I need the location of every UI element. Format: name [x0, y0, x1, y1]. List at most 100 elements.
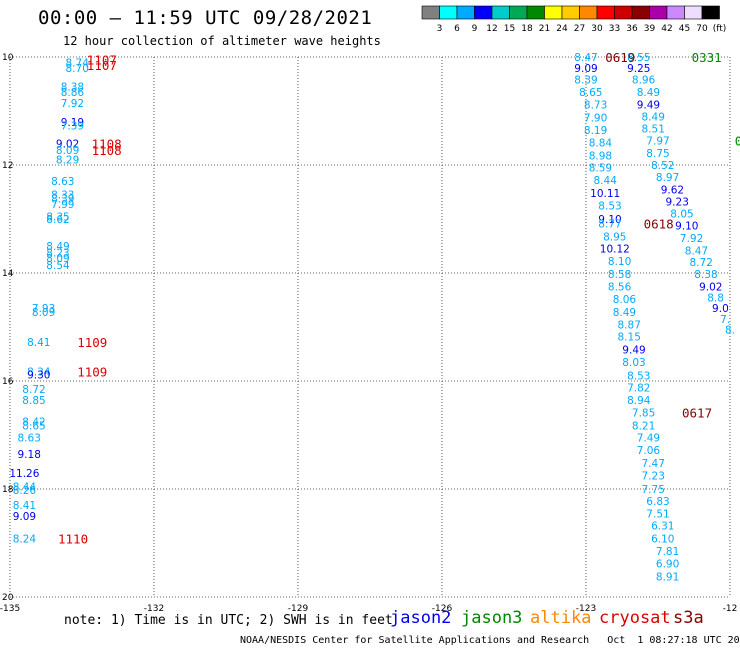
- colorbar-swatch: [491, 5, 510, 20]
- data-point-label: 8.10: [608, 256, 631, 268]
- data-point-label: 8.41: [13, 500, 36, 512]
- legend-jason2: jason2: [390, 608, 452, 628]
- data-point-label: 9.25: [627, 63, 650, 75]
- colorbar-label: 33: [609, 24, 620, 34]
- data-point-label: 9.49: [622, 345, 645, 357]
- x-tick-label: -129: [288, 604, 309, 614]
- colorbar-swatch: [579, 5, 598, 20]
- colorbar-label: 39: [644, 24, 656, 34]
- colorbar-label: (ft): [713, 24, 727, 34]
- data-point-label: 9.02: [56, 138, 79, 150]
- data-point-label: 7.23: [642, 471, 665, 483]
- data-point-label: 6.31: [651, 521, 674, 533]
- colorbar-swatch: [666, 5, 685, 20]
- time-label: 1107: [87, 53, 117, 68]
- y-tick-label: 12: [2, 161, 13, 171]
- data-point-label: 9.19: [61, 117, 84, 129]
- data-point-label: 8.35: [46, 211, 69, 223]
- time-label: 1109: [77, 335, 107, 350]
- x-tick-label: -135: [0, 604, 20, 614]
- data-point-label: 8.38: [694, 269, 717, 281]
- colorbar-swatch: [649, 5, 668, 20]
- data-point-label: 8.09: [46, 253, 69, 265]
- data-point-label: 7.92: [61, 98, 84, 110]
- data-point-label: 9.10: [598, 214, 621, 226]
- data-point-label: 8.54: [46, 260, 70, 272]
- data-point-label: 8.94: [627, 395, 651, 407]
- data-point-label: 8.65: [22, 420, 45, 432]
- colorbar-label: 3: [437, 24, 443, 34]
- data-point-label: 6.90: [656, 559, 679, 571]
- data-point-label: 7.90: [584, 112, 607, 124]
- colorbar-swatch: [421, 5, 440, 20]
- data-point-label: 8.75: [646, 148, 669, 160]
- data-point-label: 7.85: [632, 407, 655, 419]
- colorbar-swatch: [614, 5, 633, 20]
- chart-title: 00:00 – 11:59 UTC 09/28/2021: [38, 7, 373, 29]
- data-point-label: 8.44: [13, 481, 37, 493]
- data-point-label: 9.30: [27, 370, 50, 382]
- colorbar-label: 70: [696, 24, 708, 34]
- data-point-label: 9.10: [675, 220, 698, 232]
- colorbar-label: 15: [504, 24, 515, 34]
- colorbar-swatch: [509, 5, 528, 20]
- data-point-label: 8.49: [613, 307, 636, 319]
- data-point-label: 8.74: [66, 57, 90, 69]
- data-point-label: 8.87: [618, 319, 641, 331]
- data-point-label: 7.51: [646, 508, 669, 520]
- data-point-label: 8.84: [589, 137, 613, 149]
- data-point-label: 8.41: [27, 337, 50, 349]
- y-tick-label: 14: [2, 269, 14, 279]
- data-point-label: 8.21: [632, 420, 655, 432]
- data-point-label: 8.72: [22, 384, 45, 396]
- colorbar-swatch: [439, 5, 458, 20]
- colorbar-label: 18: [521, 24, 533, 34]
- data-point-label: 8.44: [594, 175, 618, 187]
- colorbar-swatch: [684, 5, 703, 20]
- data-point-label: 7.75: [642, 484, 665, 496]
- data-point-label: 8.77: [598, 218, 621, 230]
- data-point-label: 8.09: [56, 145, 79, 157]
- data-point-label: 11.26: [9, 468, 39, 480]
- time-label: 0331: [692, 50, 722, 65]
- data-point-label: 7.97: [646, 136, 669, 148]
- data-point-label: 8.59: [589, 163, 612, 175]
- data-point-label: 8.49: [642, 111, 665, 123]
- data-point-label: 9.0: [712, 303, 729, 315]
- data-point-label: 7.82: [627, 382, 650, 394]
- data-point-label: 8.34: [27, 366, 51, 378]
- data-point-label: 8.26: [13, 485, 37, 497]
- data-point-label: 7.93: [32, 303, 55, 315]
- data-point-label: 8.03: [622, 357, 645, 369]
- data-point-label: 7.47: [642, 458, 665, 470]
- data-point-label: 8.19: [584, 125, 607, 137]
- data-point-label: 8.55: [627, 52, 650, 64]
- x-tick-label: -12: [723, 604, 738, 614]
- data-point-label: 8.63: [51, 176, 74, 188]
- colorbar-label: 27: [574, 24, 585, 34]
- data-point-label: 10.12: [600, 244, 630, 256]
- data-point-label: 8.24: [13, 534, 37, 546]
- data-point-label: 8.62: [46, 214, 69, 226]
- data-point-label: 7.81: [656, 546, 679, 558]
- data-point-label: 7.92: [680, 233, 703, 245]
- data-point-label: 8.33: [51, 190, 74, 202]
- data-point-label: 8.23: [46, 247, 69, 259]
- x-tick-label: -126: [432, 604, 453, 614]
- data-point-label: 7.39: [61, 121, 84, 133]
- legend-altika: altika: [530, 608, 592, 628]
- x-tick-label: -132: [144, 604, 164, 614]
- data-point-label: 7.99: [51, 199, 74, 211]
- time-label: 0617: [682, 405, 712, 420]
- data-point-label: 8.91: [656, 571, 679, 583]
- data-point-label: 8.72: [690, 257, 713, 269]
- data-point-label: 8.49: [637, 87, 660, 99]
- data-point-label: 8.95: [603, 231, 626, 243]
- data-point-label: 8.06: [613, 294, 637, 306]
- colorbar-swatch: [474, 5, 493, 20]
- colorbar-swatch: [596, 5, 615, 20]
- data-point-label: 8.05: [670, 209, 693, 221]
- colorbar-label: 21: [539, 24, 550, 34]
- data-point-label: 8.15: [618, 332, 641, 344]
